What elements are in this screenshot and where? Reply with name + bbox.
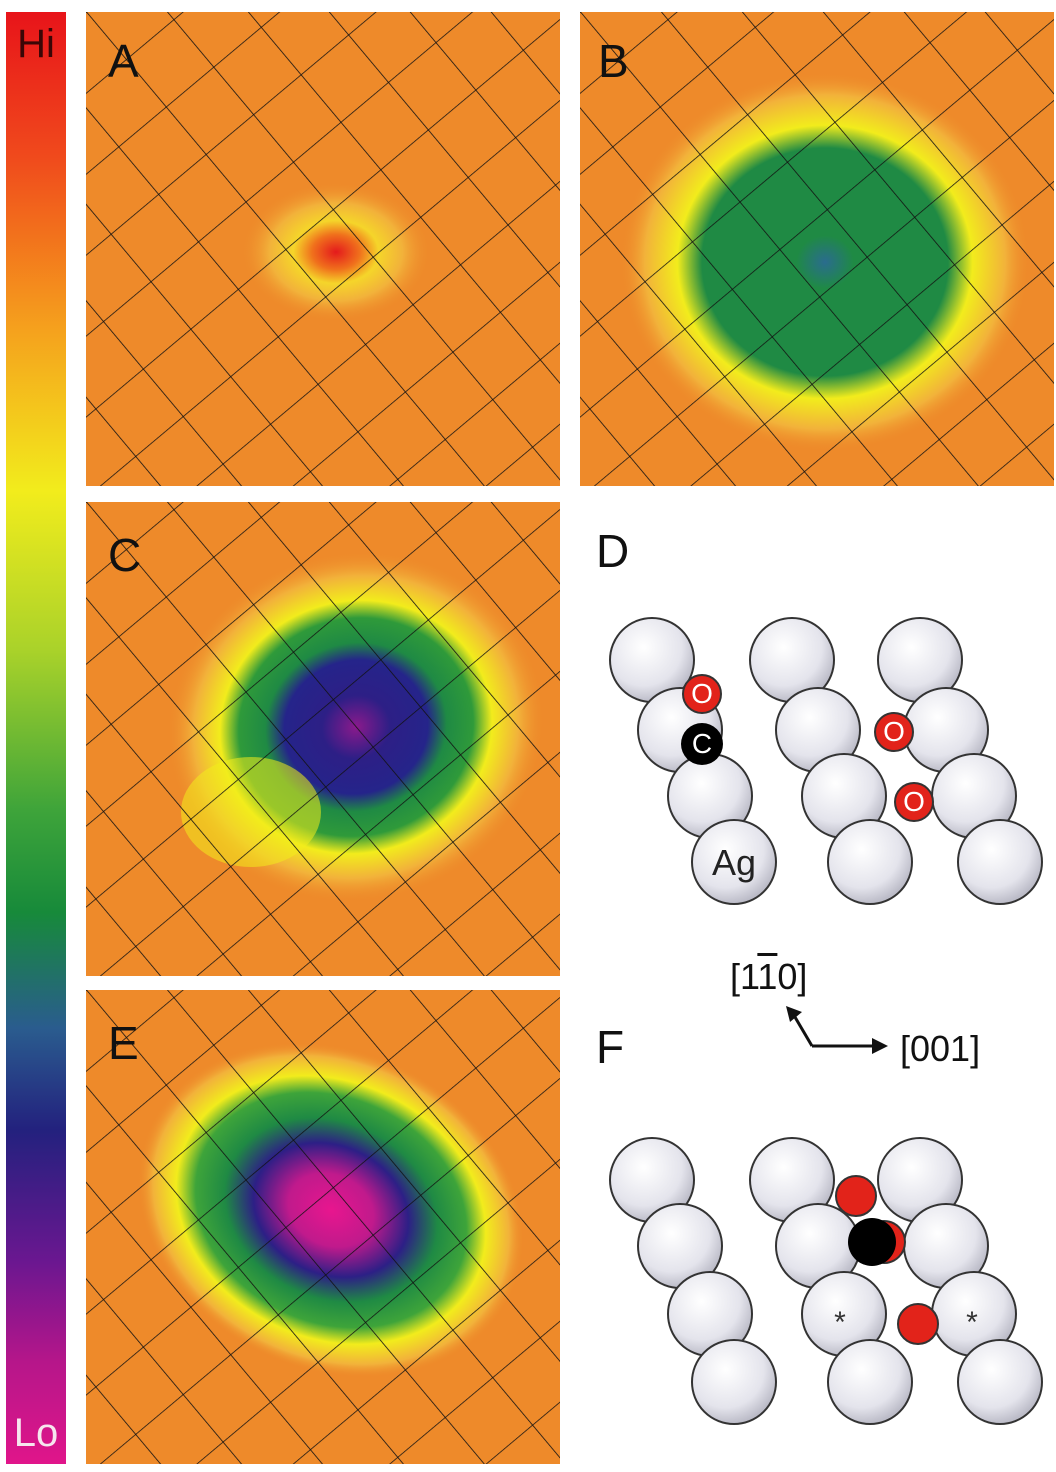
axis-label-1-10-start: [1 — [730, 956, 758, 997]
diagram-label-d: D — [596, 525, 630, 577]
site-marker-1: * — [834, 1306, 846, 1339]
stm-panel-c: C — [86, 502, 560, 976]
axis-label-001: [001] — [900, 1028, 981, 1069]
stm-image-c — [86, 502, 560, 976]
axis-label-1-10: [110] — [730, 956, 807, 998]
axis-arrows — [786, 1006, 888, 1054]
atom-label-o-2: O — [883, 716, 905, 747]
colorbar: Hi Lo — [6, 12, 66, 1464]
panel-label-a: A — [108, 35, 139, 87]
panel-label-b: B — [598, 35, 629, 87]
diagram-label-f: F — [596, 1021, 625, 1073]
atom-label-c: C — [691, 728, 713, 759]
colorbar-lo-label: Lo — [13, 1411, 59, 1455]
stm-panel-a: A — [86, 12, 560, 486]
stm-panel-e: E — [86, 990, 560, 1464]
atom-label-o-3: O — [903, 786, 925, 817]
axis-label-1-10-bar: 1 — [757, 956, 778, 997]
site-marker-2: * — [966, 1306, 978, 1339]
atom-label-o-1: O — [691, 678, 713, 709]
stm-image-a — [86, 12, 560, 486]
panel-label-c: C — [108, 529, 142, 581]
diagram-d: D O C O O Ag — [580, 500, 1050, 920]
atom-diagram-d — [609, 617, 1043, 905]
panel-label-e: E — [108, 1017, 139, 1069]
stm-image-b — [580, 12, 1054, 486]
axis-label-1-10-end: 0] — [777, 956, 808, 997]
diagram-f: F * * — [580, 1010, 1050, 1460]
stm-image-e — [86, 990, 560, 1464]
atom-label-ag: Ag — [711, 842, 757, 883]
crystal-axes: [110] [001] — [720, 950, 1050, 1080]
colorbar-hi-label: Hi — [17, 22, 55, 66]
stm-panel-b: B — [580, 12, 1054, 486]
atom-diagram-f — [609, 1137, 1043, 1425]
